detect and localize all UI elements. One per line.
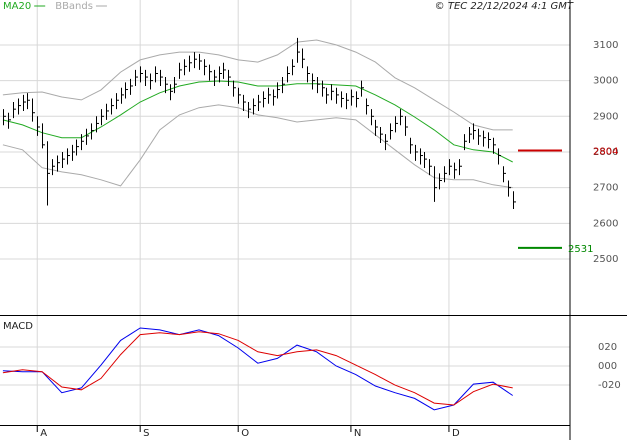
y-tick-label: 2800 — [593, 147, 618, 158]
source: © TEC 22/12/2024 4:1 GMT — [435, 1, 574, 12]
plot — [2, 37, 516, 411]
y-tick-label: 3100 — [593, 40, 618, 51]
macd-line — [2, 331, 513, 406]
y-tick-label: 2900 — [593, 111, 618, 122]
ma20-line — [2, 80, 513, 163]
y-tick-label: -020 — [598, 380, 621, 391]
macd-title: MACD — [3, 321, 33, 332]
y-tick-label: 020 — [598, 342, 617, 353]
bband-upper — [2, 39, 513, 131]
x-tick-label: S — [143, 428, 149, 439]
x-tick-label: D — [452, 428, 460, 439]
x-tick-label: A — [40, 428, 47, 439]
x-tick-label: O — [241, 428, 249, 439]
y-tick-label: 000 — [598, 361, 617, 372]
grid — [0, 0, 570, 425]
level-label: 2804 — [593, 147, 618, 158]
y-tick-label: 2700 — [593, 183, 618, 194]
y-tick-label: 2600 — [593, 218, 618, 229]
legend-label: MA20 — [3, 1, 31, 12]
level-label: 2531 — [568, 244, 593, 255]
y-tick-label: 2500 — [593, 254, 618, 265]
bband-lower — [2, 104, 513, 189]
macd-line — [2, 327, 513, 411]
x-tick-label: N — [354, 428, 361, 439]
legend-label: BBands — [55, 1, 93, 12]
y-tick-label: 3000 — [593, 76, 618, 87]
